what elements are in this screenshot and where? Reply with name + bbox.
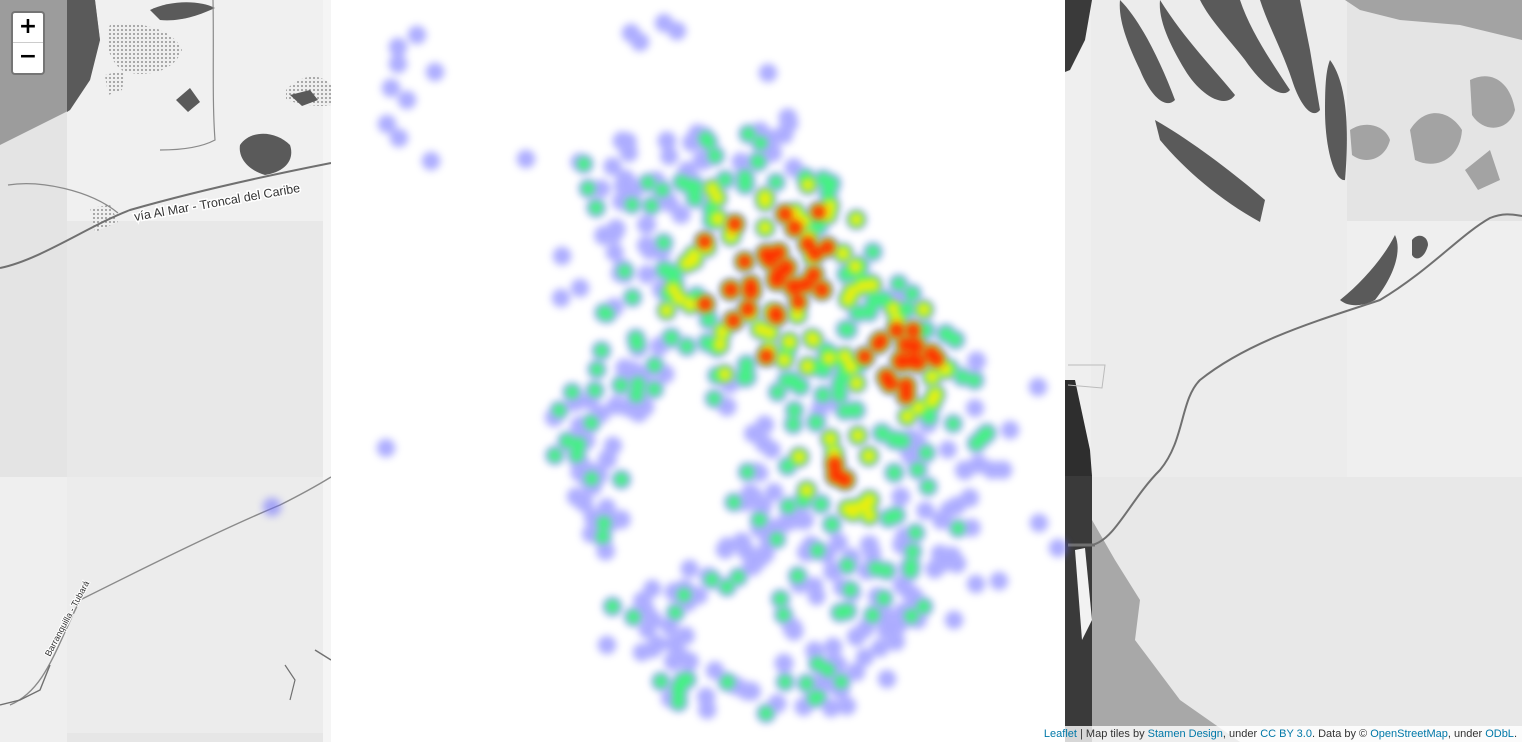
attribution-text: , under — [1222, 728, 1261, 740]
stamen-link[interactable]: Stamen Design — [1147, 728, 1223, 740]
zoom-control: + − — [11, 11, 45, 75]
ccby-link[interactable]: CC BY 3.0 — [1260, 728, 1312, 740]
zoom-in-button[interactable]: + — [13, 13, 43, 43]
attribution: Leaflet | Map tiles by Stamen Design, un… — [1038, 726, 1522, 742]
attribution-text: | Map tiles by — [1076, 728, 1148, 740]
osm-link[interactable]: OpenStreetMap — [1370, 728, 1448, 740]
zoom-out-button[interactable]: − — [18, 44, 38, 69]
roads — [0, 0, 1522, 706]
odbl-link[interactable]: ODbL — [1485, 728, 1514, 740]
attribution-text: . Data by © — [1311, 728, 1371, 740]
leaflet-link[interactable]: Leaflet — [1043, 728, 1077, 740]
heatmap-layer — [262, 13, 1068, 724]
attribution-text: , under — [1447, 728, 1486, 740]
attribution-text: . — [1513, 728, 1517, 740]
